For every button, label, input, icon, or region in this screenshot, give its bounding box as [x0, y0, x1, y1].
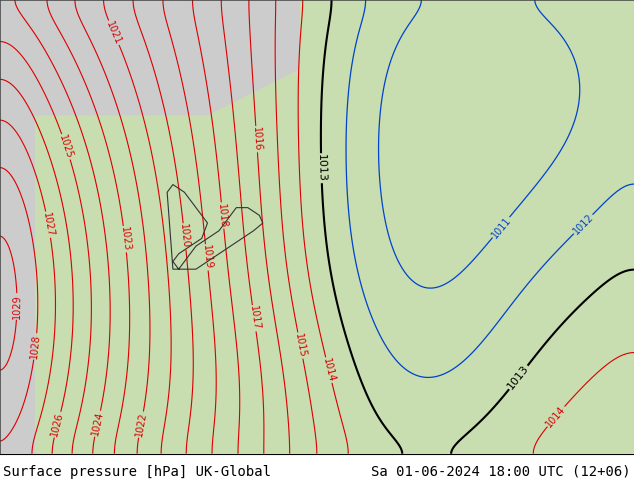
- Text: 1026: 1026: [49, 412, 65, 438]
- Text: 1015: 1015: [293, 333, 307, 359]
- Text: 1014: 1014: [544, 404, 567, 429]
- Text: 1013: 1013: [316, 154, 327, 182]
- Text: Surface pressure [hPa] UK-Global: Surface pressure [hPa] UK-Global: [3, 465, 271, 479]
- Text: 1024: 1024: [90, 411, 105, 437]
- Text: 1011: 1011: [489, 215, 513, 240]
- Text: 1020: 1020: [178, 223, 191, 249]
- Text: 1028: 1028: [29, 334, 42, 359]
- Text: 1018: 1018: [216, 203, 229, 228]
- Text: 1022: 1022: [134, 412, 148, 438]
- Text: 1029: 1029: [12, 294, 22, 319]
- Text: 1021: 1021: [105, 20, 123, 46]
- Text: 1027: 1027: [41, 212, 55, 238]
- Text: 1023: 1023: [119, 226, 131, 252]
- Text: 1019: 1019: [200, 245, 213, 270]
- Text: 1013: 1013: [506, 364, 531, 392]
- Text: Sa 01-06-2024 18:00 UTC (12+06): Sa 01-06-2024 18:00 UTC (12+06): [371, 465, 631, 479]
- Text: 1017: 1017: [247, 305, 261, 331]
- Text: 1012: 1012: [571, 212, 595, 237]
- Text: 1025: 1025: [58, 133, 75, 160]
- Polygon shape: [0, 0, 35, 454]
- Text: 1014: 1014: [321, 357, 337, 383]
- Polygon shape: [0, 0, 300, 115]
- Text: 1016: 1016: [251, 126, 262, 152]
